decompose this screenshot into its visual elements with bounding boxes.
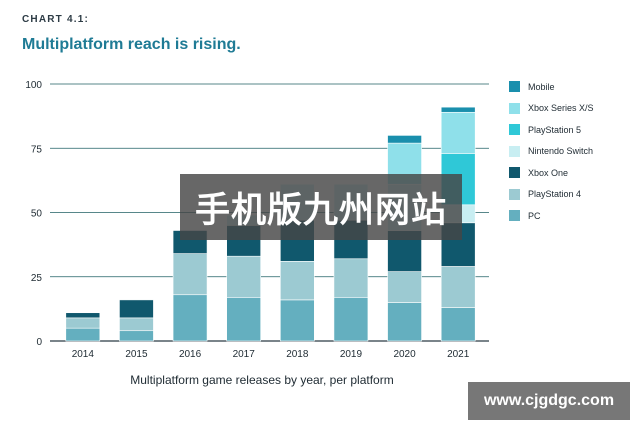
legend-swatch bbox=[509, 81, 520, 93]
watermark: www.cjgdgc.com bbox=[468, 382, 630, 420]
x-axis-label: Multiplatform game releases by year, per… bbox=[130, 373, 394, 387]
y-tick-label: 75 bbox=[31, 144, 43, 155]
bar-segment bbox=[226, 255, 261, 298]
legend-swatch bbox=[509, 210, 520, 222]
bar-segment bbox=[333, 297, 369, 342]
x-tick-label: 2015 bbox=[125, 349, 148, 360]
bar-segment bbox=[387, 135, 422, 144]
legend-item: Xbox One bbox=[509, 162, 634, 184]
x-tick-label: 2019 bbox=[340, 349, 363, 360]
chart-label: CHART 4.1: bbox=[22, 14, 90, 25]
bar-segment bbox=[119, 330, 154, 342]
bar-segment bbox=[333, 258, 369, 298]
chart-legend: Mobile Xbox Series X/S PlayStation 5 Ninten… bbox=[509, 76, 634, 227]
bar-segment bbox=[172, 294, 208, 342]
bar-segment bbox=[65, 317, 101, 329]
legend-label: PlayStation 5 bbox=[528, 124, 582, 135]
legend-swatch bbox=[509, 145, 520, 157]
bar-segment bbox=[387, 271, 422, 303]
bar-segment bbox=[119, 299, 154, 319]
watermark-text: www.cjgdgc.com bbox=[483, 392, 615, 409]
bar-segment bbox=[280, 299, 315, 342]
legend-item: PlayStation 4 bbox=[509, 184, 634, 206]
x-tick-label: 2020 bbox=[393, 349, 416, 360]
bar-segment bbox=[387, 302, 422, 342]
bar-segment bbox=[440, 307, 476, 342]
x-tick-label: 2017 bbox=[233, 349, 256, 360]
bar-segment bbox=[226, 297, 261, 342]
chart-title: Multiplatform reach is rising. bbox=[22, 36, 241, 53]
legend-item: Mobile bbox=[509, 76, 634, 98]
bar-segment bbox=[65, 312, 101, 319]
legend-item: PC bbox=[509, 205, 634, 227]
bar-segment bbox=[119, 317, 154, 332]
x-tick-label: 2018 bbox=[286, 349, 309, 360]
y-tick-label: 50 bbox=[31, 209, 43, 220]
overlay-banner: 手机版九州网站 bbox=[180, 174, 462, 240]
legend-label: Nintendo Switch bbox=[528, 146, 594, 157]
legend-label: Xbox Series X/S bbox=[528, 103, 594, 114]
legend-label: Mobile bbox=[528, 81, 555, 92]
y-tick-label: 0 bbox=[36, 337, 42, 348]
x-tick-label: 2014 bbox=[72, 349, 95, 360]
bar-segment bbox=[440, 106, 476, 113]
bar-segment bbox=[65, 327, 101, 342]
x-tick-label: 2016 bbox=[179, 349, 202, 360]
legend-swatch bbox=[509, 102, 520, 114]
legend-swatch bbox=[509, 167, 520, 179]
bar-segment bbox=[440, 266, 476, 308]
bar-segment bbox=[172, 253, 208, 296]
legend-item: PlayStation 5 bbox=[509, 119, 634, 141]
x-tick-label: 2021 bbox=[447, 349, 470, 360]
legend-swatch bbox=[509, 124, 520, 136]
y-tick-label: 100 bbox=[25, 80, 42, 91]
legend-swatch bbox=[509, 188, 520, 200]
legend-item: Xbox Series X/S bbox=[509, 98, 634, 120]
bar-segment bbox=[440, 111, 476, 154]
overlay-banner-text: 手机版九州网站 bbox=[194, 190, 447, 231]
bar-segment bbox=[280, 261, 315, 301]
legend-label: PC bbox=[528, 210, 541, 221]
legend-item: Nintendo Switch bbox=[509, 141, 634, 163]
y-tick-label: 25 bbox=[31, 273, 43, 284]
legend-label: PlayStation 4 bbox=[528, 189, 582, 200]
legend-label: Xbox One bbox=[528, 167, 569, 178]
